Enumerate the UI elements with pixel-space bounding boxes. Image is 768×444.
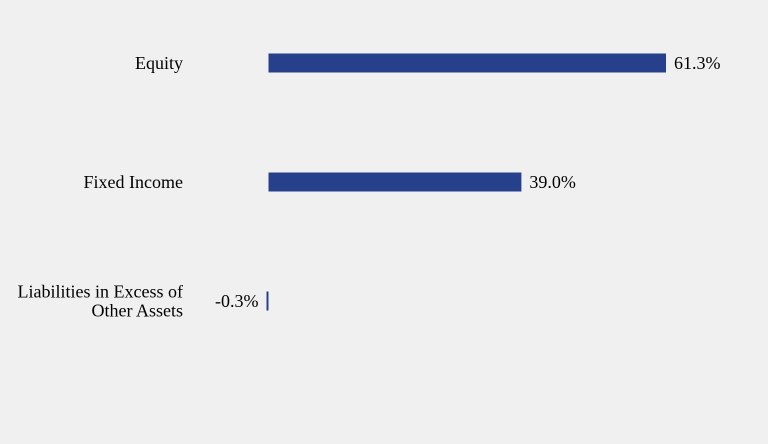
category-label-1: Fixed Income xyxy=(84,172,183,192)
value-label-1: 39.0% xyxy=(529,172,576,192)
category-label-line: Liabilities in Excess of xyxy=(18,282,183,302)
category-label-line: Equity xyxy=(135,53,183,73)
labels-layer: Equity 61.3% Fixed Income 39.0% Liabilities … xyxy=(18,53,721,321)
bar-2 xyxy=(266,291,269,311)
category-label-line: Other Assets xyxy=(92,301,184,321)
category-label-0: Equity xyxy=(135,53,183,73)
value-label-2: -0.3% xyxy=(215,291,259,311)
bar-0 xyxy=(268,53,666,73)
value-label-0: 61.3% xyxy=(674,53,721,73)
bar-1 xyxy=(268,172,522,192)
bars-layer xyxy=(266,53,666,311)
category-label-line: Fixed Income xyxy=(84,172,183,192)
category-label-2: Liabilities in Excess of Other Assets xyxy=(18,282,183,321)
